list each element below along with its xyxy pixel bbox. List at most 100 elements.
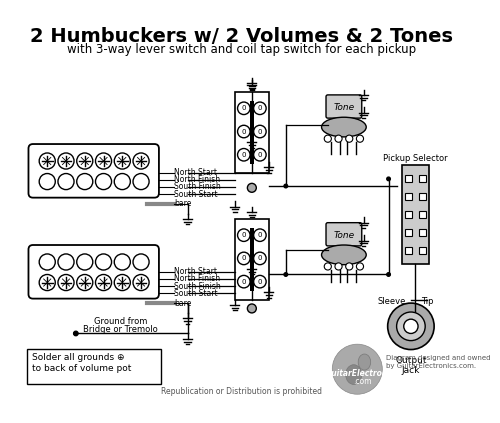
Circle shape [58, 275, 74, 291]
Bar [419, 193, 426, 201]
Text: Sleeve: Sleeve [377, 297, 406, 306]
Circle shape [114, 254, 130, 270]
Circle shape [58, 173, 74, 190]
Circle shape [254, 229, 266, 242]
Circle shape [356, 263, 364, 270]
Text: North Finish: North Finish [174, 175, 220, 184]
Circle shape [346, 135, 353, 142]
Text: 0: 0 [258, 279, 262, 285]
Circle shape [387, 177, 390, 181]
Ellipse shape [358, 354, 370, 370]
Text: 0: 0 [258, 152, 262, 158]
Text: 0: 0 [242, 232, 246, 238]
Bar [419, 229, 426, 236]
Circle shape [335, 263, 342, 270]
Text: by GuitarElectronics.com.: by GuitarElectronics.com. [386, 363, 476, 368]
Ellipse shape [346, 365, 362, 385]
Circle shape [39, 153, 56, 169]
Circle shape [254, 102, 266, 115]
Text: South Finish: South Finish [174, 182, 221, 192]
Text: 0: 0 [242, 129, 246, 135]
Text: Bridge or Tremolo: Bridge or Tremolo [83, 324, 158, 333]
Circle shape [396, 312, 425, 341]
Text: GuitarElectronics: GuitarElectronics [326, 369, 400, 378]
Bar [404, 175, 412, 182]
Circle shape [74, 331, 78, 336]
Bar [404, 247, 412, 254]
Circle shape [332, 344, 382, 394]
Bar [402, 165, 429, 264]
Circle shape [248, 183, 256, 192]
Text: 0: 0 [242, 105, 246, 111]
Circle shape [388, 303, 434, 349]
Circle shape [284, 184, 288, 188]
Text: Diagram designed and owned: Diagram designed and owned [386, 355, 490, 362]
Circle shape [254, 252, 266, 265]
Circle shape [39, 275, 56, 291]
Text: Tip: Tip [420, 297, 433, 306]
Text: North Start: North Start [174, 267, 217, 276]
Text: .com: .com [354, 376, 372, 385]
Text: 0: 0 [242, 279, 246, 285]
Circle shape [133, 153, 149, 169]
Text: Output
Jack: Output Jack [395, 356, 426, 375]
Text: South Finish: South Finish [174, 282, 221, 291]
Text: Ground from: Ground from [94, 317, 147, 327]
Bar [250, 228, 254, 291]
Bar [250, 101, 254, 164]
Circle shape [58, 153, 74, 169]
Circle shape [58, 254, 74, 270]
Circle shape [96, 153, 112, 169]
Circle shape [387, 273, 390, 276]
Circle shape [254, 148, 266, 161]
Circle shape [39, 254, 56, 270]
Circle shape [254, 125, 266, 138]
Ellipse shape [322, 245, 366, 265]
Circle shape [404, 319, 418, 333]
Text: Tone: Tone [334, 103, 354, 112]
Circle shape [96, 254, 112, 270]
Circle shape [76, 275, 93, 291]
Circle shape [133, 173, 149, 190]
Circle shape [114, 173, 130, 190]
Text: Pickup Selector: Pickup Selector [383, 154, 448, 163]
Text: 0: 0 [258, 255, 262, 261]
Circle shape [133, 275, 149, 291]
Bar [235, 219, 269, 299]
FancyBboxPatch shape [326, 95, 362, 118]
Circle shape [248, 304, 256, 313]
Circle shape [238, 102, 250, 115]
Text: bare: bare [174, 299, 192, 308]
Circle shape [238, 125, 250, 138]
Text: North Finish: North Finish [174, 275, 220, 283]
Text: 0: 0 [258, 129, 262, 135]
Text: Solder all grounds ⊕
to back of volume pot: Solder all grounds ⊕ to back of volume p… [32, 353, 132, 373]
Text: South Start: South Start [174, 289, 218, 298]
Text: North Start: North Start [174, 168, 217, 177]
Bar [419, 175, 426, 182]
Text: 2 Humbuckers w/ 2 Volumes & 2 Tones: 2 Humbuckers w/ 2 Volumes & 2 Tones [30, 27, 453, 46]
Text: Republication or Distribution is prohibited: Republication or Distribution is prohibi… [160, 387, 322, 396]
Circle shape [114, 275, 130, 291]
Circle shape [96, 275, 112, 291]
Bar [404, 211, 412, 218]
Bar [419, 211, 426, 218]
Circle shape [238, 252, 250, 265]
Bar [404, 193, 412, 201]
Bar [235, 92, 269, 173]
Circle shape [346, 263, 353, 270]
Circle shape [76, 173, 93, 190]
Circle shape [324, 263, 332, 270]
Text: with 3-way lever switch and coil tap switch for each pickup: with 3-way lever switch and coil tap swi… [66, 43, 416, 56]
FancyBboxPatch shape [28, 144, 159, 198]
Bar [404, 229, 412, 236]
Circle shape [133, 254, 149, 270]
Bar [419, 247, 426, 254]
Circle shape [356, 135, 364, 142]
Text: Tone: Tone [334, 231, 354, 240]
Circle shape [76, 153, 93, 169]
Circle shape [335, 135, 342, 142]
Circle shape [254, 275, 266, 288]
Circle shape [238, 275, 250, 288]
Circle shape [76, 254, 93, 270]
